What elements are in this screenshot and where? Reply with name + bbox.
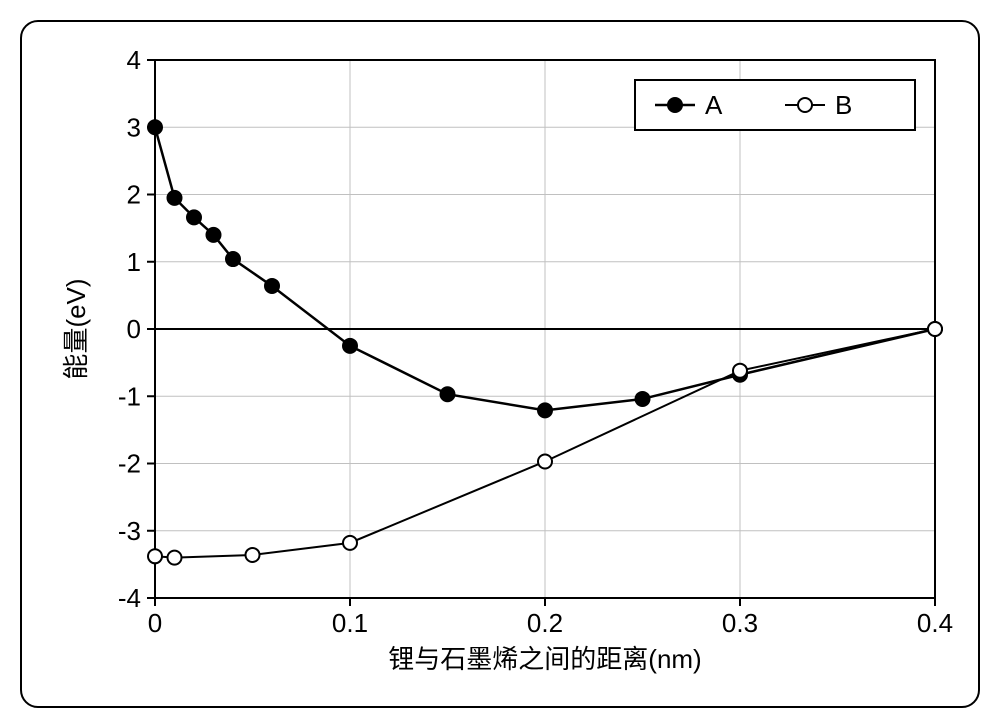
y-tick-label: 3 xyxy=(127,112,141,142)
y-tick-label: 0 xyxy=(127,314,141,344)
y-tick-label: 1 xyxy=(127,247,141,277)
chart-svg: 0 0.1 0.2 0.3 0.4 -4 -3 -2 -1 0 1 2 3 4 锂与石墨烯之间的距离(nm)… xyxy=(60,40,960,688)
x-tick-label: 0 xyxy=(148,608,162,638)
series-marker-A xyxy=(441,387,455,401)
chart-container: 0 0.1 0.2 0.3 0.4 -4 -3 -2 -1 0 1 2 3 4 锂与石墨烯之间的距离(nm)… xyxy=(0,0,1000,728)
series-marker-A xyxy=(148,120,162,134)
series-marker-A xyxy=(187,210,201,224)
x-tick-label: 0.2 xyxy=(527,608,563,638)
series-marker-A xyxy=(207,228,221,242)
legend-label-a: A xyxy=(705,90,723,120)
series-marker-B xyxy=(733,364,747,378)
y-axis-label: 能量(eV) xyxy=(61,278,91,379)
y-tick-label: -3 xyxy=(118,516,141,546)
series-marker-B xyxy=(246,548,260,562)
y-tick-label: -2 xyxy=(118,449,141,479)
legend-label-b: B xyxy=(835,90,852,120)
series-marker-B xyxy=(168,551,182,565)
series-marker-A xyxy=(265,279,279,293)
x-tick-label: 0.3 xyxy=(722,608,758,638)
series-marker-A xyxy=(226,252,240,266)
legend-marker-a xyxy=(668,98,682,112)
series-marker-A xyxy=(636,392,650,406)
y-tick-label: -4 xyxy=(118,583,141,613)
series-marker-A xyxy=(343,339,357,353)
x-axis-label: 锂与石墨烯之间的距离(nm) xyxy=(388,644,701,674)
series-marker-A xyxy=(168,191,182,205)
series-marker-B xyxy=(343,536,357,550)
chart-area: 0 0.1 0.2 0.3 0.4 -4 -3 -2 -1 0 1 2 3 4 锂与石墨烯之间的距离(nm)… xyxy=(60,40,960,688)
y-tick-label: -1 xyxy=(118,381,141,411)
series-marker-B xyxy=(928,322,942,336)
series-marker-B xyxy=(148,549,162,563)
series-marker-A xyxy=(538,403,552,417)
legend-marker-b xyxy=(798,98,812,112)
y-tick-label: 2 xyxy=(127,180,141,210)
x-tick-label: 0.4 xyxy=(917,608,953,638)
y-tick-label: 4 xyxy=(127,45,141,75)
series-marker-B xyxy=(538,454,552,468)
x-tick-label: 0.1 xyxy=(332,608,368,638)
